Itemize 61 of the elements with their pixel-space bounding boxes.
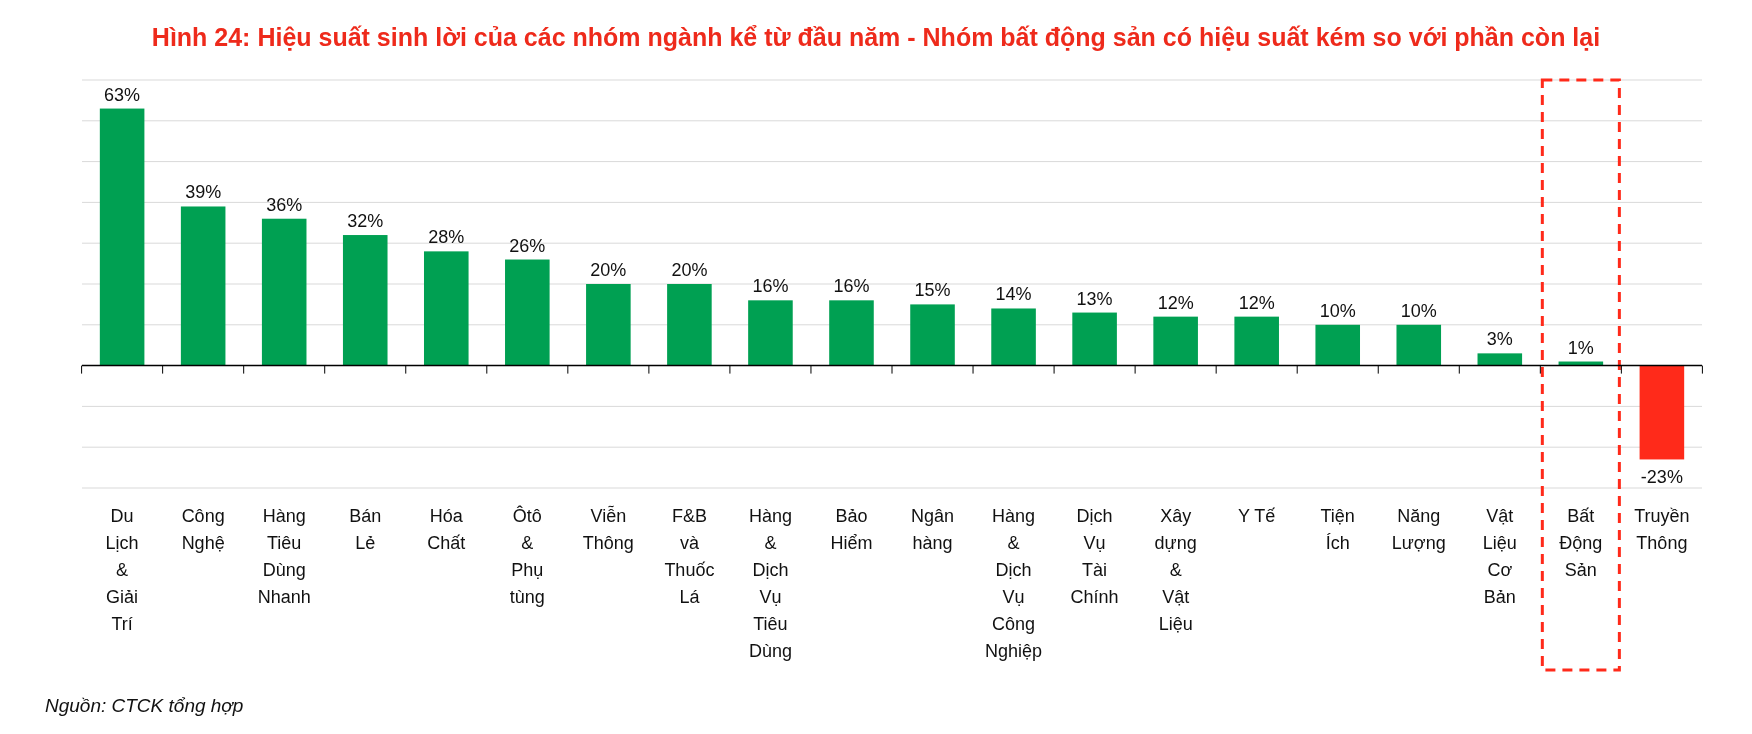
- data-label: 28%: [428, 227, 465, 248]
- data-label: 1%: [1567, 337, 1594, 358]
- bar: [586, 284, 631, 366]
- x-tick-label: Xây dựng & Vật Liệu: [1154, 506, 1197, 634]
- chart-title: Hình 24: Hiệu suất sinh lời của các nhóm ngành kể từ đầu năm - Nhóm bất động sản có hiệu suất kém so với phần còn lại: [151, 23, 1601, 51]
- data-label: -23%: [1640, 467, 1683, 488]
- text: Nguồn: CTCK tổng hợp: [45, 695, 244, 716]
- bar: [829, 300, 874, 366]
- data-label: 36%: [266, 194, 303, 215]
- x-tick-label: Ngân hàng: [911, 506, 955, 553]
- x-tick-label: Bán Lẻ: [349, 506, 382, 553]
- bar: [910, 304, 955, 366]
- data-label: 13%: [1076, 288, 1113, 309]
- data-label: 63%: [104, 84, 141, 105]
- bar: [748, 300, 793, 366]
- x-tick-label: Dịch Vụ Tài Chính: [1070, 506, 1119, 607]
- bar: [991, 308, 1036, 366]
- data-label: 39%: [185, 182, 222, 203]
- bar: [1396, 324, 1442, 366]
- bar: [1234, 316, 1279, 366]
- x-tick-label: Hóa Chất: [427, 506, 466, 553]
- bar: [1639, 365, 1685, 460]
- data-label: 26%: [509, 235, 546, 256]
- x-tick-label: Du Lịch & Giải Trí: [105, 506, 139, 634]
- bar: [261, 218, 307, 366]
- bar: [342, 235, 388, 366]
- x-tick-label: Tiện Ích: [1320, 506, 1355, 553]
- x-tick-label: Hàng Tiêu Dùng Nhanh: [257, 506, 311, 607]
- bar: [423, 251, 469, 366]
- bar: [1315, 324, 1361, 366]
- bar: [505, 259, 550, 366]
- x-tick-label: Công Nghệ: [181, 506, 225, 553]
- bar: [99, 108, 145, 366]
- x-tick-label: Viễn Thông: [582, 505, 634, 553]
- data-label: 15%: [914, 280, 951, 301]
- data-label: 14%: [995, 284, 1032, 305]
- x-tick-label: Năng Lượng: [1391, 506, 1446, 553]
- bar: [180, 206, 226, 366]
- data-label: 3%: [1486, 329, 1513, 350]
- data-label: 12%: [1157, 292, 1194, 313]
- x-tick-label: Truyền Thông: [1634, 506, 1690, 553]
- x-tick-label: Y Tế: [1237, 506, 1276, 526]
- data-label: 20%: [671, 260, 708, 280]
- x-tick-label: F&B và Thuốc Lá: [664, 506, 715, 607]
- data-label: 16%: [833, 276, 870, 297]
- x-tick-label: Vật Liệu Cơ Bản: [1482, 506, 1517, 607]
- data-label: 12%: [1238, 292, 1275, 313]
- x-tick-label: Hàng & Dịch Vụ Tiêu Dùng: [748, 506, 792, 661]
- data-label: 32%: [347, 211, 384, 232]
- bar: [1153, 316, 1198, 366]
- bar: [1477, 353, 1523, 366]
- data-label: 10%: [1400, 300, 1437, 321]
- x-tick-label: Ôtô & Phụ tùng: [509, 505, 545, 607]
- data-label: 20%: [590, 260, 627, 280]
- bar: [667, 284, 712, 366]
- x-tick-label: Bảo Hiểm: [830, 506, 873, 553]
- x-tick-label: Hàng & Dịch Vụ Công Nghiệp: [985, 506, 1043, 661]
- data-label: 16%: [752, 276, 789, 297]
- data-label: 10%: [1319, 300, 1356, 321]
- bar: [1072, 312, 1117, 366]
- x-tick-label: Bất Động Sản: [1559, 506, 1603, 580]
